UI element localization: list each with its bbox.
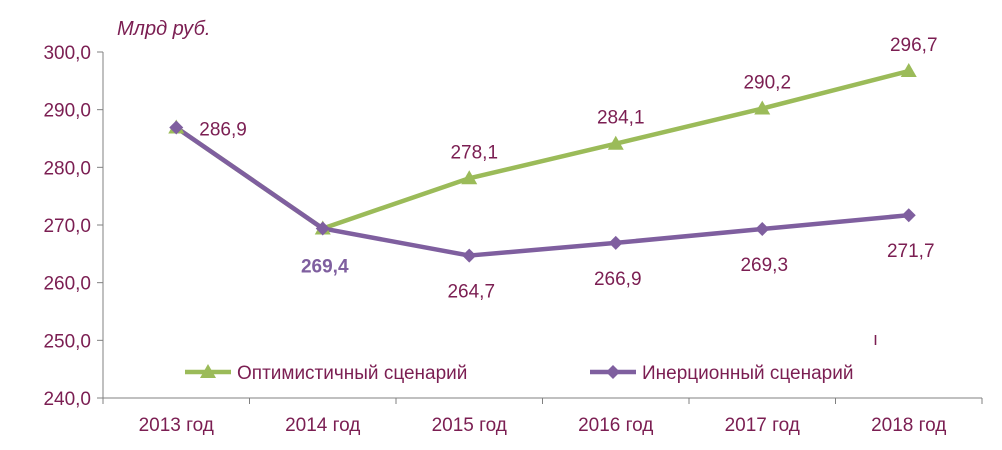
stray-mark: ı [873, 329, 878, 349]
marker-triangle [900, 63, 917, 78]
y-tick-label: 260,0 [43, 274, 91, 295]
x-tick-label: 2015 год [432, 415, 507, 436]
x-tick-label: 2016 год [578, 415, 653, 436]
marker-triangle [607, 135, 624, 150]
marker-diamond [315, 221, 330, 236]
series-lines [174, 68, 910, 258]
data-label-inertial: 269,3 [740, 255, 788, 276]
series-markers [168, 63, 917, 263]
marker-triangle [461, 170, 478, 185]
x-tick-label: 2018 год [871, 415, 946, 436]
legend-marker-triangle [200, 364, 216, 378]
y-tick-label: 280,0 [43, 158, 91, 179]
data-labels: 278,1 284,1 290,2 296,7 286,9 269,4 264,7 266,9… [199, 35, 937, 303]
data-label-inertial: 266,9 [594, 269, 642, 290]
marker-diamond [755, 222, 770, 237]
y-axis-ticks: 240,0 250,0 260,0 270,0 280,0 290,0 300,0 [43, 43, 103, 410]
data-label-inertial: 286,9 [199, 120, 247, 141]
x-tick-label: 2013 год [139, 415, 214, 436]
data-label-optimistic: 284,1 [597, 108, 645, 129]
data-label-optimistic: 278,1 [450, 142, 498, 163]
legend-label: Оптимистичный сценарий [237, 363, 467, 384]
legend-label: Инерционный сценарий [642, 363, 853, 384]
series-line-inertial [174, 125, 909, 258]
y-tick-label: 240,0 [43, 389, 91, 410]
data-label-inertial: 269,4 [301, 256, 349, 277]
y-tick-label: 250,0 [43, 331, 91, 352]
data-label-inertial: 264,7 [447, 282, 495, 303]
marker-triangle [754, 100, 771, 115]
x-axis-ticks: 2013 год 2014 год 2015 год 2016 год 2017 год… [102, 398, 983, 436]
data-label-optimistic: 290,2 [743, 73, 791, 94]
axes [102, 52, 982, 399]
y-tick-label: 290,0 [43, 101, 91, 122]
marker-diamond [462, 248, 477, 263]
legend-item-optimistic: Оптимистичный сценарий [185, 363, 467, 384]
marker-diamond [901, 208, 916, 223]
unit-label: Млрд руб. [117, 18, 210, 40]
x-tick-label: 2014 год [285, 415, 360, 436]
y-tick-label: 270,0 [43, 216, 91, 237]
y-tick-label: 300,0 [43, 43, 91, 64]
marker-diamond [169, 120, 184, 135]
legend-item-inertial: Инерционный сценарий [590, 363, 853, 384]
legend-marker-diamond [606, 365, 620, 379]
x-tick-label: 2017 год [725, 415, 800, 436]
data-label-optimistic: 296,7 [890, 35, 938, 56]
legend: Оптимистичный сценарий Инерционный сценар… [185, 363, 853, 384]
marker-diamond [608, 235, 623, 250]
data-label-inertial: 271,7 [887, 241, 935, 262]
